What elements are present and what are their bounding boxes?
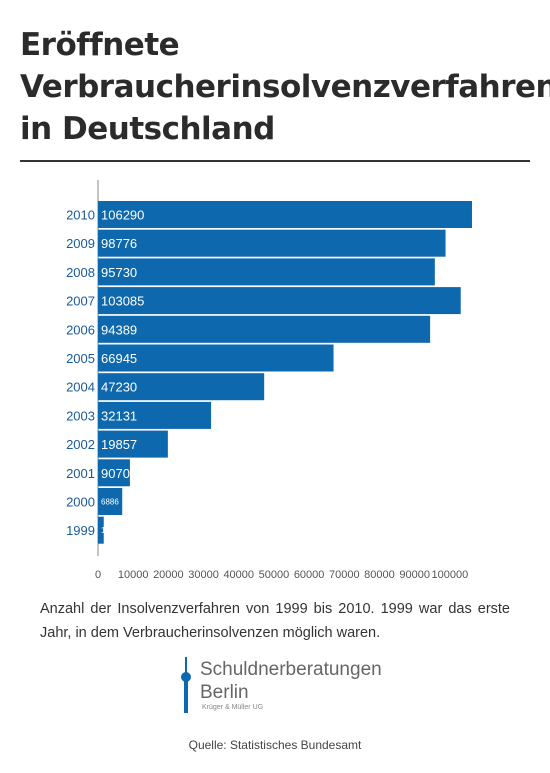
x-tick-label: 30000 — [188, 569, 219, 581]
category-label: 2008 — [66, 265, 95, 280]
data-label: 19857 — [101, 437, 137, 452]
bar — [98, 201, 472, 228]
data-label: 6886 — [101, 498, 119, 507]
category-label: 2009 — [66, 236, 95, 251]
x-tick-label: 60000 — [294, 569, 325, 581]
category-label: 2005 — [66, 351, 95, 366]
category-label: 1999 — [66, 523, 95, 538]
category-label: 2000 — [66, 495, 95, 510]
category-label: 2010 — [66, 208, 95, 223]
x-tick-label: 50000 — [259, 569, 290, 581]
bar — [98, 229, 446, 257]
x-tick-label: 90000 — [399, 569, 430, 581]
data-label: 106290 — [101, 208, 144, 223]
data-label: 103085 — [101, 294, 144, 309]
category-label: 2007 — [66, 294, 95, 309]
bar — [98, 344, 334, 372]
bar — [98, 401, 212, 429]
category-label: 2004 — [66, 380, 95, 395]
bar — [98, 373, 265, 401]
bar — [98, 315, 431, 343]
logo-text-line1: Schuldnerberatungen — [200, 659, 382, 680]
chart-caption: Anzahl der Insolvenzverfahren von 1999 b… — [40, 601, 510, 641]
data-label: 1634 — [101, 526, 119, 535]
bar-chart-svg: 2010 106290 2009 98776 2008 95730 2007 103085 20… — [66, 180, 472, 581]
x-tick-label: 80000 — [364, 569, 395, 581]
bar — [98, 258, 435, 286]
x-tick-label: 40000 — [223, 569, 254, 581]
category-label: 2002 — [66, 437, 95, 452]
x-tick-label: 0 — [95, 569, 101, 581]
data-label: 98776 — [101, 236, 137, 251]
bar — [98, 430, 168, 458]
logo-text-line2: Berlin — [200, 682, 249, 703]
category-label: 2001 — [66, 466, 95, 481]
data-label: 32131 — [101, 408, 137, 423]
bar — [98, 459, 130, 487]
data-label: 47230 — [101, 380, 137, 395]
x-tick-label: 20000 — [153, 569, 184, 581]
logo-text-line3: Krüger & Müller UG — [202, 704, 264, 711]
category-label: 2003 — [66, 408, 95, 423]
data-label: 9070 — [101, 466, 130, 481]
bar — [98, 516, 104, 544]
x-tick-label: 10000 — [118, 569, 149, 581]
category-label: 2006 — [66, 322, 95, 337]
bar — [98, 287, 461, 315]
data-label: 94389 — [101, 322, 137, 337]
source-note: Quelle: Statistisches Bundesamt — [188, 738, 362, 752]
title-divider — [20, 160, 530, 162]
bar — [98, 488, 123, 515]
x-tick-label: 100000 — [431, 569, 468, 581]
data-label: 66945 — [101, 351, 137, 366]
tv-tower-icon — [181, 657, 191, 713]
bar-chart: 2010 106290 2009 98776 2008 95730 2007 103085 20… — [0, 175, 550, 589]
x-tick-label: 70000 — [329, 569, 360, 581]
chart-title: Eröffnete Verbraucherinsolvenzverfahren … — [20, 27, 550, 147]
data-label: 95730 — [101, 265, 137, 280]
company-logo: Schuldnerberatungen Berlin Krüger & Müll… — [178, 655, 382, 715]
